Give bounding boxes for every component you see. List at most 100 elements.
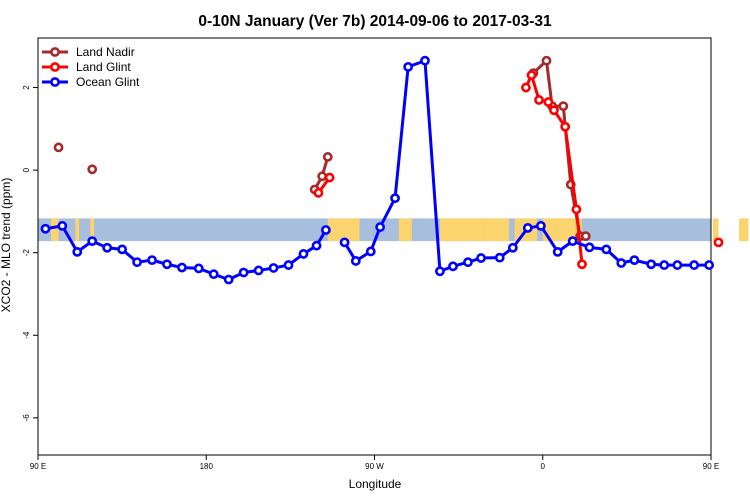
land-band-segment <box>439 218 485 242</box>
data-point <box>552 246 563 257</box>
data-point <box>313 187 324 198</box>
data-point <box>534 95 544 105</box>
data-point <box>543 97 554 107</box>
data-point <box>616 258 627 268</box>
data-point <box>283 260 294 270</box>
x-tick-label: 90 E <box>703 462 719 471</box>
data-point <box>57 220 68 231</box>
legend-item: Land Nadir <box>42 45 135 59</box>
series-layer <box>40 55 724 285</box>
data-point <box>162 259 172 270</box>
land-band-segment <box>327 218 360 242</box>
legend-label: Ocean Glint <box>76 75 140 89</box>
data-point <box>324 172 335 183</box>
data-point <box>558 101 569 112</box>
x-tick-label: 180 <box>200 462 214 471</box>
x-axis-label: Longitude <box>349 477 402 491</box>
data-point <box>72 246 83 257</box>
data-point <box>268 263 279 273</box>
data-point <box>560 121 571 132</box>
data-point <box>584 242 595 253</box>
chart-title: 0-10N January (Ver 7b) 2014-09-06 to 201… <box>198 13 552 30</box>
data-point <box>526 70 537 81</box>
data-point <box>713 237 724 248</box>
data-point <box>311 240 322 251</box>
data-point <box>132 257 142 268</box>
data-point <box>507 242 518 253</box>
data-point <box>580 231 591 242</box>
data-point <box>238 267 249 278</box>
data-point <box>53 142 64 153</box>
land-band-segment <box>51 218 59 242</box>
data-point <box>448 261 458 272</box>
data-point <box>567 236 578 247</box>
data-point <box>571 204 582 215</box>
data-point <box>577 259 587 270</box>
data-point <box>476 253 486 263</box>
data-point <box>704 260 715 270</box>
data-point <box>629 255 640 266</box>
data-point <box>208 269 219 280</box>
data-point <box>541 55 552 66</box>
land-ocean-band <box>38 218 749 242</box>
data-point <box>522 223 533 233</box>
legend-swatch-marker <box>50 47 60 57</box>
data-point <box>435 266 445 277</box>
data-point <box>549 105 559 116</box>
y-tick-label: -2 <box>22 249 31 257</box>
data-point <box>298 249 309 259</box>
data-point <box>87 236 98 247</box>
data-point <box>350 256 361 266</box>
y-axis-label: XCO2 - MLO trend (ppm) <box>0 178 13 313</box>
x-tick-label: 90 W <box>365 462 384 471</box>
data-point <box>322 152 333 162</box>
y-tick-label: -4 <box>22 331 31 339</box>
data-point <box>365 246 376 257</box>
data-point <box>672 260 683 270</box>
data-point <box>601 244 612 255</box>
land-band-segment <box>90 218 95 242</box>
data-point <box>521 82 531 93</box>
data-point <box>102 242 113 253</box>
data-point <box>390 193 400 204</box>
x-tick-label: 90 E <box>30 462 46 471</box>
series-land-glint <box>313 70 724 270</box>
data-point <box>117 244 128 255</box>
data-point <box>689 260 700 270</box>
land-band-segment <box>398 218 412 242</box>
x-tick-label: 0 <box>541 462 546 471</box>
land-band-segment <box>75 218 80 242</box>
legend-item: Ocean Glint <box>42 75 140 89</box>
legend-label: Land Nadir <box>76 45 135 59</box>
legend-label: Land Glint <box>76 60 131 74</box>
data-point <box>494 252 505 263</box>
y-tick-label: -6 <box>22 414 31 422</box>
data-point <box>403 62 414 72</box>
land-band-segment <box>739 218 749 242</box>
data-point <box>317 171 328 182</box>
data-point <box>420 55 430 66</box>
land-band-segment <box>542 218 583 242</box>
land-band-segment <box>712 218 719 242</box>
data-point <box>535 220 546 231</box>
data-point <box>375 222 386 232</box>
legend-swatch-marker <box>50 77 60 87</box>
series-ocean-glint <box>40 55 715 285</box>
land-band-segment <box>484 218 510 242</box>
legend-swatch-marker <box>50 62 60 72</box>
series-land-nadir <box>53 55 591 242</box>
data-point <box>320 225 331 235</box>
data-point <box>40 223 51 234</box>
data-point <box>339 237 350 248</box>
data-point <box>223 274 234 285</box>
y-tick-label: 2 <box>22 85 31 90</box>
y-tick-label: 0 <box>22 167 31 172</box>
legend-item: Land Glint <box>42 60 131 74</box>
data-point <box>193 263 204 274</box>
data-point <box>87 164 98 175</box>
data-point <box>463 257 473 268</box>
data-point <box>147 255 157 266</box>
